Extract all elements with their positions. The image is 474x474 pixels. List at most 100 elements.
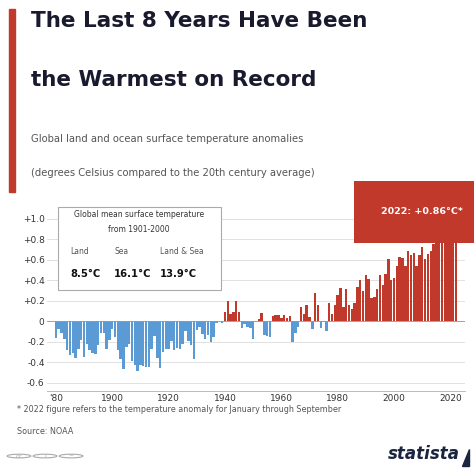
Bar: [252, 321, 255, 338]
Bar: [297, 321, 300, 328]
Bar: [148, 321, 150, 367]
Bar: [379, 275, 381, 321]
Bar: [365, 275, 367, 321]
Bar: [91, 321, 94, 353]
Bar: [66, 321, 68, 350]
Text: the Warmest on Record: the Warmest on Record: [31, 71, 316, 91]
Bar: [201, 321, 204, 334]
Bar: [427, 255, 429, 321]
Bar: [170, 321, 173, 341]
Bar: [241, 321, 243, 328]
Bar: [184, 321, 187, 331]
Bar: [108, 321, 110, 340]
Bar: [449, 217, 452, 321]
Bar: [289, 316, 291, 321]
Bar: [134, 321, 136, 365]
Bar: [9, 9, 15, 192]
Bar: [415, 266, 418, 321]
Bar: [114, 321, 116, 337]
Bar: [266, 321, 268, 336]
Text: The Last 8 Years Have Been: The Last 8 Years Have Been: [31, 11, 367, 31]
Bar: [142, 321, 145, 366]
Bar: [328, 303, 330, 321]
Bar: [162, 321, 164, 352]
Bar: [94, 321, 97, 354]
Bar: [359, 280, 362, 321]
Bar: [356, 287, 359, 321]
Bar: [139, 321, 142, 365]
Bar: [300, 307, 302, 321]
Bar: [337, 294, 339, 321]
Bar: [362, 292, 364, 321]
Text: Global mean surface temperature: Global mean surface temperature: [74, 210, 204, 219]
Bar: [190, 321, 192, 345]
Text: 13.9°C: 13.9°C: [160, 269, 197, 279]
Bar: [376, 289, 378, 321]
Bar: [410, 255, 412, 321]
Text: 16.1°C: 16.1°C: [114, 269, 152, 279]
Bar: [292, 321, 294, 342]
Bar: [122, 321, 125, 370]
Bar: [60, 321, 63, 333]
Bar: [345, 289, 347, 321]
Bar: [404, 266, 407, 321]
Bar: [424, 259, 426, 321]
Bar: [441, 227, 443, 321]
Bar: [401, 257, 404, 321]
Bar: [167, 321, 170, 349]
Bar: [63, 321, 65, 338]
Bar: [317, 305, 319, 321]
Text: Source: NOAA: Source: NOAA: [17, 427, 73, 436]
Bar: [207, 321, 209, 335]
Bar: [176, 321, 178, 348]
Bar: [438, 218, 440, 321]
Text: i: i: [44, 454, 46, 458]
Bar: [435, 229, 438, 321]
Bar: [212, 321, 215, 337]
Bar: [269, 321, 271, 337]
Bar: [294, 321, 297, 333]
Bar: [396, 266, 398, 321]
Bar: [210, 321, 212, 342]
Bar: [382, 285, 384, 321]
Bar: [429, 251, 432, 321]
Bar: [105, 321, 108, 349]
Bar: [204, 321, 206, 338]
Bar: [145, 321, 147, 367]
Bar: [102, 321, 105, 333]
Bar: [215, 321, 218, 323]
Bar: [339, 288, 342, 321]
Bar: [421, 247, 423, 321]
Bar: [74, 321, 77, 358]
Bar: [173, 321, 175, 350]
Bar: [334, 305, 336, 321]
Bar: [351, 309, 353, 321]
Bar: [305, 305, 308, 321]
Bar: [384, 274, 387, 321]
Text: cc: cc: [16, 454, 22, 458]
Bar: [159, 321, 161, 368]
Bar: [72, 321, 74, 353]
Text: 2022: +0.86°C*: 2022: +0.86°C*: [381, 207, 463, 216]
Bar: [407, 251, 410, 321]
Bar: [164, 321, 167, 349]
Bar: [244, 321, 246, 324]
Bar: [83, 321, 85, 357]
Bar: [280, 318, 283, 321]
Bar: [348, 305, 350, 321]
Bar: [342, 307, 345, 321]
Bar: [131, 321, 133, 361]
Bar: [286, 318, 288, 321]
Bar: [235, 301, 237, 321]
Bar: [274, 315, 277, 321]
Text: Land: Land: [70, 247, 89, 256]
Text: =: =: [68, 454, 74, 458]
Bar: [444, 234, 446, 321]
Bar: [260, 313, 263, 321]
FancyBboxPatch shape: [58, 207, 220, 290]
Bar: [303, 314, 305, 321]
Bar: [232, 312, 235, 321]
Bar: [221, 321, 223, 323]
Bar: [390, 280, 392, 321]
Bar: [97, 321, 100, 345]
